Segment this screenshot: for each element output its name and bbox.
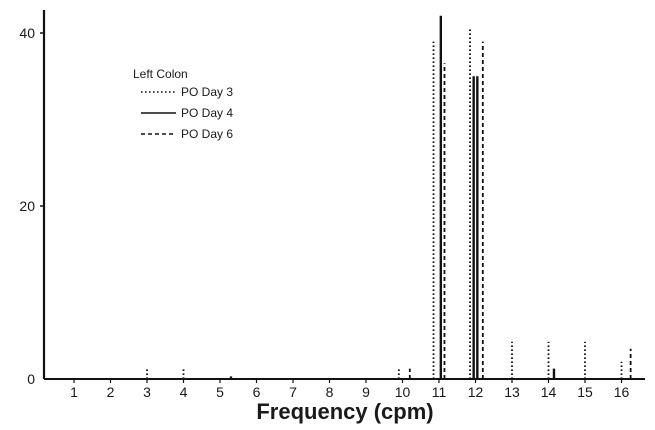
x-tick-label: 16 xyxy=(614,384,630,400)
x-tick-label: 8 xyxy=(326,384,334,400)
legend-label-po-day-4: PO Day 4 xyxy=(181,106,233,120)
x-tick-label: 1 xyxy=(70,384,78,400)
legend-label-po-day-6: PO Day 6 xyxy=(181,127,233,141)
x-tick-label: 13 xyxy=(504,384,520,400)
x-tick-label: 2 xyxy=(107,384,115,400)
legend-label-po-day-3: PO Day 3 xyxy=(181,85,233,99)
x-tick-label: 14 xyxy=(541,384,557,400)
x-tick-label: 11 xyxy=(432,384,447,400)
x-tick-label: 3 xyxy=(143,384,151,400)
y-tick-label: 0 xyxy=(27,371,35,387)
x-tick-label: 10 xyxy=(395,384,411,400)
x-tick-label: 6 xyxy=(253,384,261,400)
x-axis-label: Frequency (cpm) xyxy=(256,399,433,424)
x-tick-label: 15 xyxy=(577,384,593,400)
legend-title: Left Colon xyxy=(133,67,188,81)
legend: Left Colon PO Day 3 PO Day 4 PO Day 6 xyxy=(133,67,233,141)
x-tick-label: 7 xyxy=(289,384,297,400)
plot-area xyxy=(146,15,632,379)
y-tick-label: 20 xyxy=(19,198,35,214)
x-tick-label: 5 xyxy=(216,384,224,400)
x-tick-label: 9 xyxy=(362,384,370,400)
y-tick-label: 40 xyxy=(19,25,35,41)
x-tick-label: 12 xyxy=(468,384,484,400)
x-tick-label: 4 xyxy=(180,384,188,400)
